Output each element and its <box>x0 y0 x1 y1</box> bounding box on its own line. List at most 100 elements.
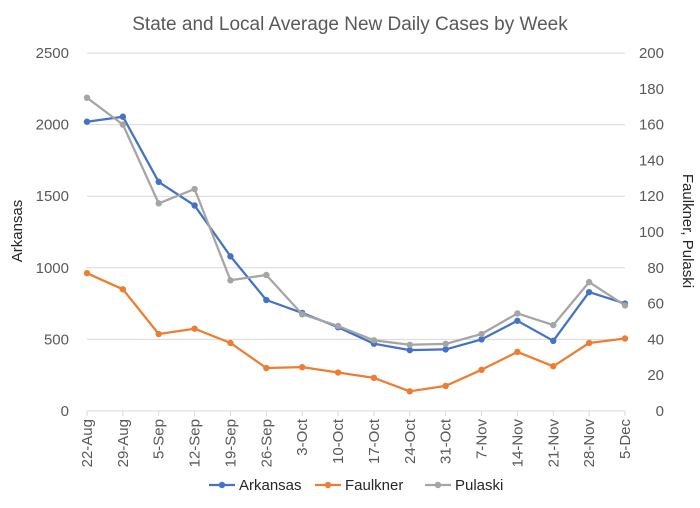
x-tick-label: 28-Nov <box>581 419 598 468</box>
left-tick-label: 1000 <box>36 260 69 277</box>
x-tick-label: 12-Sep <box>187 419 204 467</box>
left-tick-label: 1500 <box>36 188 69 205</box>
data-point <box>621 302 629 309</box>
x-tick-label: 5-Dec <box>617 419 634 460</box>
data-point <box>227 253 234 260</box>
right-tick-label: 180 <box>639 81 664 98</box>
legend-item-faulkner: Faulkner <box>315 477 403 494</box>
x-tick-label: 7-Nov <box>474 419 491 460</box>
legend-swatch-marker <box>218 481 226 489</box>
left-axis-title: Arkansas <box>9 200 26 263</box>
data-point <box>83 269 91 277</box>
left-tick-label: 500 <box>44 331 69 348</box>
data-point <box>550 363 557 370</box>
data-point <box>227 339 234 347</box>
data-point <box>442 346 449 353</box>
data-point <box>227 277 234 284</box>
x-tick-label: 21-Nov <box>545 419 562 468</box>
data-point <box>514 317 521 324</box>
data-point <box>585 288 593 296</box>
legend-item-arkansas: Arkansas <box>209 477 302 494</box>
right-axis-title: Faulkner, Pulaski <box>679 174 696 288</box>
data-point <box>370 337 378 344</box>
data-point <box>334 322 342 330</box>
data-point <box>550 321 557 329</box>
right-tick-label: 0 <box>656 403 664 420</box>
data-point <box>83 118 91 125</box>
right-tick-label: 160 <box>639 117 664 134</box>
x-tick-label: 3-Oct <box>294 418 311 456</box>
series-line-arkansas <box>85 115 627 352</box>
data-point <box>370 374 378 382</box>
data-point <box>585 339 593 347</box>
chart-title: State and Local Average New Daily Cases … <box>132 14 568 35</box>
right-tick-label: 200 <box>639 45 664 62</box>
data-point <box>442 382 449 390</box>
data-point <box>406 341 413 348</box>
right-tick-label: 140 <box>639 152 664 169</box>
data-point <box>119 121 127 128</box>
data-point <box>191 325 198 332</box>
right-axis-ticks: 0 20 40 60 80 100 120 140 160 180 200 <box>639 45 664 420</box>
left-tick-label: 2500 <box>36 45 69 62</box>
data-point <box>585 278 593 286</box>
left-axis-ticks: 0 500 1000 1500 2000 2500 <box>36 45 69 420</box>
x-tick-label: 10-Oct <box>330 418 347 464</box>
series-line-faulkner <box>85 272 627 393</box>
right-tick-label: 120 <box>639 188 664 205</box>
left-tick-label: 0 <box>61 403 69 420</box>
data-point <box>406 346 413 354</box>
x-tick-label: 19-Sep <box>222 419 239 467</box>
series-arkansas <box>83 113 629 354</box>
data-point <box>514 348 521 356</box>
data-point <box>478 330 485 338</box>
data-point <box>550 337 557 345</box>
data-point <box>299 311 306 318</box>
x-tick-label: 17-Oct <box>366 418 383 464</box>
data-point <box>406 388 413 395</box>
series-layer <box>83 94 629 395</box>
data-point <box>83 94 91 101</box>
x-tick-label: 5-Sep <box>151 419 168 459</box>
right-tick-label: 20 <box>647 367 664 384</box>
x-tick-label: 14-Nov <box>509 419 526 468</box>
x-tick-label: 29-Aug <box>115 419 132 467</box>
x-tick-label: 24-Oct <box>402 418 419 464</box>
data-point <box>155 330 162 338</box>
data-point <box>514 310 521 317</box>
legend: Arkansas Faulkner Pulaski <box>209 477 503 494</box>
data-point <box>299 363 306 371</box>
data-point <box>119 113 127 120</box>
data-point <box>263 296 270 304</box>
data-point <box>191 202 198 209</box>
data-point <box>191 185 198 193</box>
data-point <box>155 200 162 207</box>
series-faulkner <box>83 269 629 395</box>
right-tick-label: 100 <box>639 224 664 241</box>
data-point <box>621 335 629 342</box>
data-point <box>478 336 485 343</box>
data-point <box>119 286 127 293</box>
legend-swatch-marker <box>434 481 442 489</box>
x-tick-label: 31-Oct <box>438 418 455 464</box>
data-point <box>263 271 270 279</box>
legend-label: Arkansas <box>239 477 302 494</box>
data-point <box>334 369 342 376</box>
right-tick-label: 80 <box>647 260 664 277</box>
gridlines <box>87 52 625 412</box>
data-point <box>478 366 485 374</box>
legend-swatch-marker <box>324 481 332 489</box>
series-line-pulaski <box>85 96 627 346</box>
legend-label: Pulaski <box>455 477 503 494</box>
legend-label: Faulkner <box>345 477 403 494</box>
series-pulaski <box>83 94 629 348</box>
data-point <box>263 364 270 372</box>
data-point <box>155 178 162 186</box>
x-axis-ticks: 22-Aug 29-Aug 5-Sep 12-Sep 19-Sep 26-Sep 3-Oct… <box>79 411 634 467</box>
x-tick-label: 26-Sep <box>258 419 275 467</box>
x-tick-label: 22-Aug <box>79 419 96 467</box>
right-tick-label: 60 <box>647 296 664 313</box>
data-point <box>442 340 449 348</box>
